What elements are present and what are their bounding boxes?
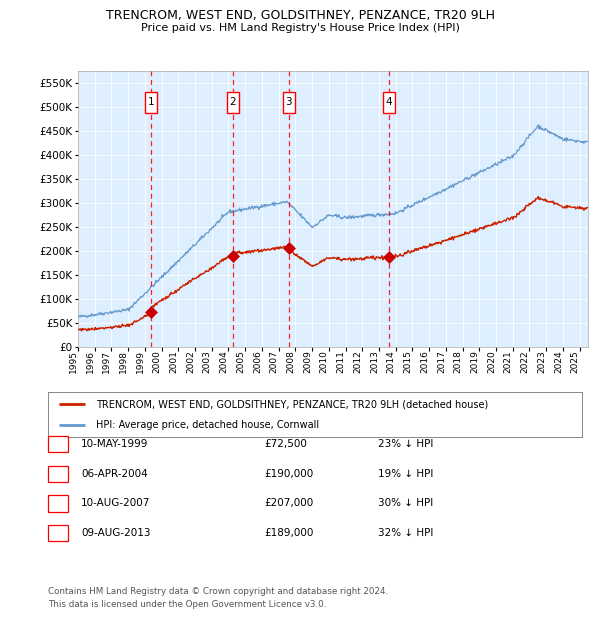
Text: 32% ↓ HPI: 32% ↓ HPI — [378, 528, 433, 538]
Text: 30% ↓ HPI: 30% ↓ HPI — [378, 498, 433, 508]
Text: 2017: 2017 — [437, 350, 446, 373]
Text: 2009: 2009 — [303, 350, 312, 373]
Text: 2016: 2016 — [420, 350, 429, 373]
Text: 2024: 2024 — [554, 350, 563, 373]
Text: 2002: 2002 — [186, 350, 195, 373]
FancyBboxPatch shape — [383, 92, 395, 113]
Text: 2023: 2023 — [537, 350, 546, 373]
Text: 2022: 2022 — [520, 350, 529, 373]
Text: 3: 3 — [55, 498, 61, 508]
Text: 2001: 2001 — [169, 350, 178, 373]
FancyBboxPatch shape — [227, 92, 239, 113]
Text: This data is licensed under the Open Government Licence v3.0.: This data is licensed under the Open Gov… — [48, 600, 326, 609]
Text: 2: 2 — [230, 97, 236, 107]
Text: £189,000: £189,000 — [264, 528, 313, 538]
Text: 4: 4 — [55, 528, 61, 538]
Text: 2015: 2015 — [403, 350, 412, 373]
Text: 2: 2 — [55, 469, 61, 479]
Text: 1997: 1997 — [103, 350, 112, 373]
FancyBboxPatch shape — [145, 92, 157, 113]
Text: 23% ↓ HPI: 23% ↓ HPI — [378, 439, 433, 449]
Text: 1995: 1995 — [69, 350, 78, 373]
Text: 2008: 2008 — [286, 350, 295, 373]
Text: £72,500: £72,500 — [264, 439, 307, 449]
Text: 2025: 2025 — [571, 350, 580, 373]
Text: TRENCROM, WEST END, GOLDSITHNEY, PENZANCE, TR20 9LH (detached house): TRENCROM, WEST END, GOLDSITHNEY, PENZANC… — [96, 399, 488, 409]
Text: Price paid vs. HM Land Registry's House Price Index (HPI): Price paid vs. HM Land Registry's House … — [140, 23, 460, 33]
Text: 1996: 1996 — [86, 350, 95, 373]
Text: Contains HM Land Registry data © Crown copyright and database right 2024.: Contains HM Land Registry data © Crown c… — [48, 587, 388, 596]
Text: TRENCROM, WEST END, GOLDSITHNEY, PENZANCE, TR20 9LH: TRENCROM, WEST END, GOLDSITHNEY, PENZANC… — [106, 9, 494, 22]
Text: 2012: 2012 — [353, 350, 362, 373]
Text: 2021: 2021 — [504, 350, 513, 373]
Text: £190,000: £190,000 — [264, 469, 313, 479]
Text: 2010: 2010 — [320, 350, 329, 373]
FancyBboxPatch shape — [283, 92, 295, 113]
Text: 3: 3 — [286, 97, 292, 107]
Text: 10-AUG-2007: 10-AUG-2007 — [81, 498, 151, 508]
Text: 2020: 2020 — [487, 350, 496, 373]
Text: £207,000: £207,000 — [264, 498, 313, 508]
Text: 2006: 2006 — [253, 350, 262, 373]
Text: 2004: 2004 — [220, 350, 229, 373]
Text: 2011: 2011 — [337, 350, 346, 373]
Text: 2007: 2007 — [269, 350, 278, 373]
Text: 10-MAY-1999: 10-MAY-1999 — [81, 439, 148, 449]
Text: HPI: Average price, detached house, Cornwall: HPI: Average price, detached house, Corn… — [96, 420, 319, 430]
Text: 2000: 2000 — [152, 350, 161, 373]
Text: 1: 1 — [148, 97, 154, 107]
Text: 1: 1 — [55, 439, 61, 449]
Text: 2013: 2013 — [370, 350, 379, 373]
Text: 06-APR-2004: 06-APR-2004 — [81, 469, 148, 479]
Text: 2003: 2003 — [203, 350, 212, 373]
Text: 2019: 2019 — [470, 350, 479, 373]
Text: 1998: 1998 — [119, 350, 128, 373]
Text: 2014: 2014 — [387, 350, 396, 373]
Text: 19% ↓ HPI: 19% ↓ HPI — [378, 469, 433, 479]
Text: 2005: 2005 — [236, 350, 245, 373]
Text: 09-AUG-2013: 09-AUG-2013 — [81, 528, 151, 538]
Text: 2018: 2018 — [454, 350, 463, 373]
Text: 1999: 1999 — [136, 350, 145, 373]
Text: 4: 4 — [386, 97, 392, 107]
